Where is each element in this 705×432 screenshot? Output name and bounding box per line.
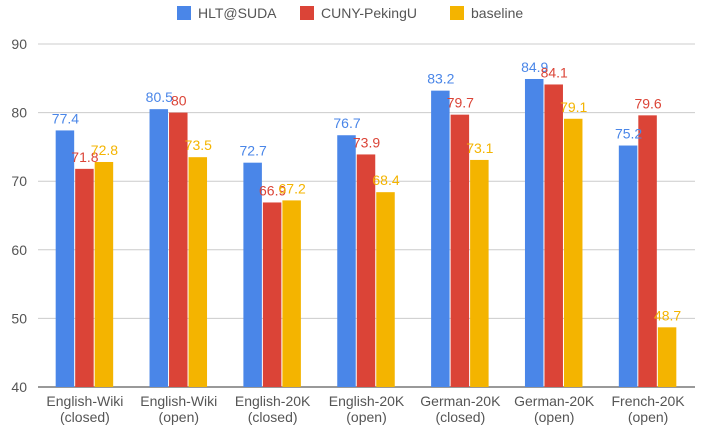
x-tick-label: (open) (346, 409, 386, 425)
data-label: 83.2 (427, 71, 454, 87)
bar-cuny-pekingu (262, 202, 282, 387)
bar-baseline (563, 118, 583, 388)
legend: HLT@SUDA CUNY-PekingU baseline (177, 5, 523, 21)
data-label: 72.7 (240, 143, 267, 159)
bar-baseline (470, 159, 489, 387)
x-tick-label: German-20K (420, 393, 501, 409)
data-label: 73.5 (185, 137, 212, 153)
data-label: 79.7 (447, 95, 474, 111)
bar-hlt-suda (243, 162, 262, 387)
data-label: 48.7 (654, 307, 681, 323)
bar-hlt-suda (431, 90, 450, 387)
bar-hlt-suda (337, 135, 356, 387)
y-tick-label: 60 (11, 242, 27, 258)
data-labels: 77.4 71.872.8 80.580 73.5 72.7 66.967.2 76.7 73… (52, 59, 682, 323)
data-label: 79.1 (560, 99, 587, 115)
data-label: 76.7 (333, 115, 360, 131)
bar-cuny-pekingu (75, 168, 94, 387)
bar-hlt-suda (618, 145, 638, 387)
bar-baseline (94, 161, 114, 387)
y-tick-label: 70 (11, 173, 27, 189)
bar-cuny-pekingu (169, 112, 188, 387)
x-tick-label: French-20K (611, 393, 685, 409)
legend-swatch (450, 6, 464, 20)
y-tick-label: 40 (11, 379, 27, 395)
bar-baseline (282, 200, 301, 387)
x-tick-label: German-20K (514, 393, 595, 409)
data-label: 77.4 (52, 110, 79, 126)
y-axis-ticks: 40 50 60 70 80 90 (11, 36, 27, 395)
data-label: 68.4 (372, 172, 399, 188)
legend-label: HLT@SUDA (198, 5, 277, 21)
y-tick-label: 50 (11, 310, 27, 326)
y-tick-label: 90 (11, 36, 27, 52)
bars (55, 78, 677, 388)
x-tick-label: (open) (159, 409, 199, 425)
x-tick-label: (open) (534, 409, 574, 425)
x-tick-label: English-20K (329, 393, 405, 409)
bar-cuny-pekingu (356, 154, 376, 387)
data-label: 72.8 (91, 142, 118, 158)
bar-hlt-suda (524, 78, 544, 388)
data-label: 84.9 (521, 59, 548, 75)
bar-cuny-pekingu (638, 115, 657, 388)
data-label: 71.8 (71, 149, 98, 165)
bar-hlt-suda (149, 109, 169, 388)
bar-cuny-pekingu (544, 84, 563, 387)
bar-baseline (188, 157, 208, 387)
data-label: 73.9 (353, 134, 380, 150)
x-tick-label: (closed) (60, 409, 110, 425)
bar-baseline (657, 327, 677, 387)
legend-swatch (300, 6, 314, 20)
data-label: 80 (171, 93, 187, 109)
x-tick-label: (open) (628, 409, 668, 425)
data-label: 66.9 (259, 182, 286, 198)
x-tick-label: English-20K (235, 393, 311, 409)
data-label: 75.2 (615, 126, 642, 142)
x-tick-label: English-Wiki (46, 393, 123, 409)
x-tick-label: (closed) (248, 409, 298, 425)
legend-label: CUNY-PekingU (321, 5, 417, 21)
data-label: 79.6 (634, 95, 661, 111)
legend-label: baseline (471, 5, 523, 21)
y-tick-label: 80 (11, 105, 27, 121)
data-label: 84.1 (541, 64, 568, 80)
x-axis-ticks: English-Wiki(closed)English-Wiki(open)En… (46, 393, 685, 425)
bar-hlt-suda (55, 130, 75, 387)
data-label: 67.2 (279, 180, 306, 196)
bar-baseline (376, 192, 395, 387)
data-label: 73.1 (466, 140, 493, 156)
x-tick-label: (closed) (435, 409, 485, 425)
data-label: 80.5 (146, 89, 173, 105)
bar-cuny-pekingu (450, 114, 470, 388)
legend-swatch (177, 6, 191, 20)
x-tick-label: English-Wiki (140, 393, 217, 409)
